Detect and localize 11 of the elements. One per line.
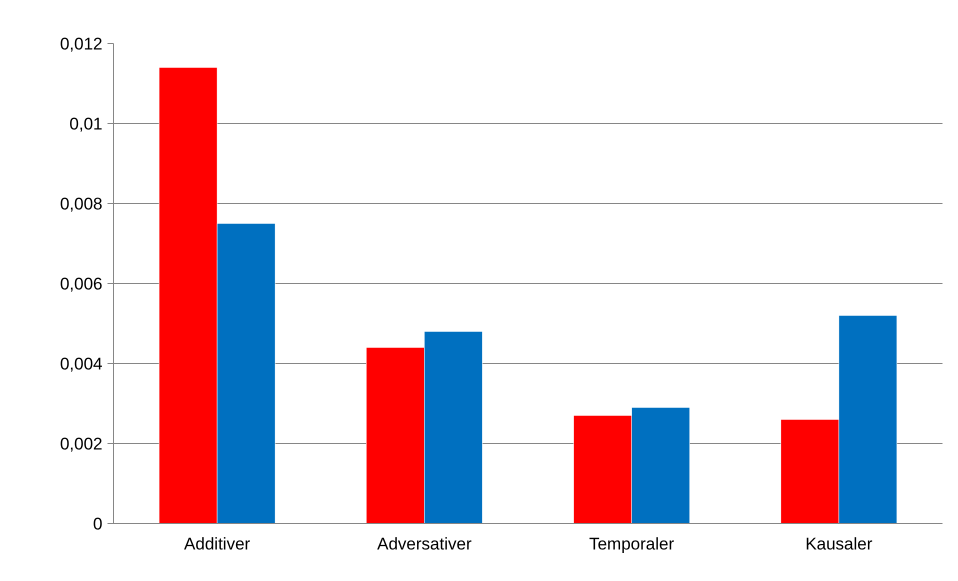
- x-tick-label: Temporaler: [589, 534, 674, 554]
- y-tick-label: 0,006: [60, 274, 103, 294]
- y-tick-label: 0: [93, 514, 103, 534]
- x-tick-label: Adversativer: [377, 534, 472, 554]
- x-tick-label: Kausaler: [805, 534, 873, 554]
- y-tick-label: 0,004: [60, 354, 103, 374]
- y-tick-label: 0,01: [69, 114, 103, 134]
- y-tick-label: 0,008: [60, 194, 103, 214]
- y-tick-label: 0,012: [60, 34, 103, 54]
- x-tick-label: Additiver: [184, 534, 251, 554]
- y-tick-label: 0,002: [60, 434, 103, 454]
